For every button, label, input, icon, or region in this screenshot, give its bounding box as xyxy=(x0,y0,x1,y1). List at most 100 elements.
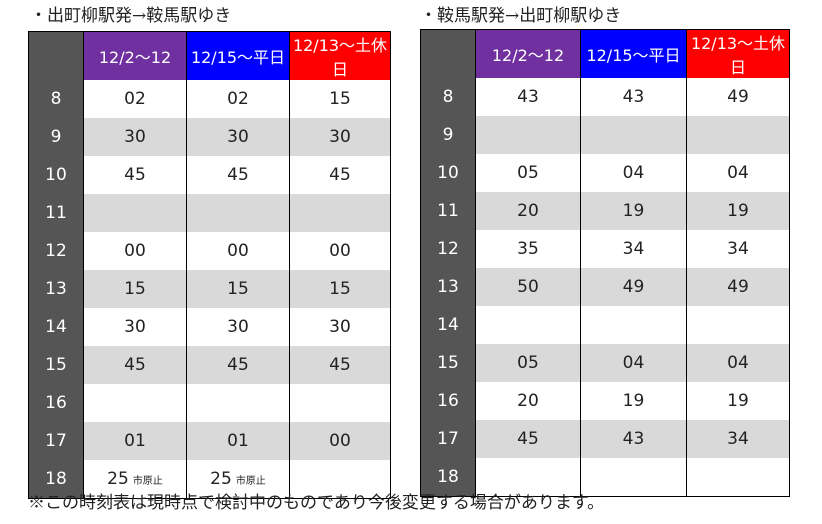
minute-cell: 19 xyxy=(686,382,790,420)
minute-cell: 43 xyxy=(475,78,581,116)
minute-value: 19 xyxy=(622,391,645,411)
minute-cell: 15 xyxy=(83,270,187,308)
minute-cell: 15 xyxy=(289,80,391,118)
right-table-title: ・鞍馬駅発→出町柳駅ゆき xyxy=(420,6,622,26)
minute-value: 35 xyxy=(517,239,539,259)
table-row: 12 00 00 00 xyxy=(28,232,391,270)
minute-cell xyxy=(83,194,187,232)
hour-header xyxy=(28,31,84,80)
minute-cell: 49 xyxy=(686,268,790,306)
minute-cell: 30 xyxy=(289,118,391,156)
minute-cell xyxy=(580,116,687,154)
hour-cell: 11 xyxy=(28,194,84,232)
minute-value: 02 xyxy=(227,89,249,109)
minute-cell: 45 xyxy=(289,156,391,194)
minute-cell: 20 xyxy=(475,382,581,420)
table-row: 17 45 43 34 xyxy=(420,420,790,458)
minute-value: 34 xyxy=(622,239,645,259)
minute-cell xyxy=(475,116,581,154)
minute-cell xyxy=(289,194,391,232)
table-row: 15 05 04 04 xyxy=(420,344,790,382)
hour-cell: 10 xyxy=(420,154,476,192)
short-turn-note: 市原止 xyxy=(132,476,163,487)
minute-value: 30 xyxy=(227,127,249,147)
minute-value: 04 xyxy=(727,353,749,373)
minute-value: 05 xyxy=(517,353,539,373)
minute-cell: 02 xyxy=(186,80,290,118)
hour-cell: 12 xyxy=(420,230,476,268)
hour-cell: 8 xyxy=(420,78,476,116)
table-row: 12 35 34 34 xyxy=(420,230,790,268)
minute-value: 43 xyxy=(622,87,645,107)
minute-value: 34 xyxy=(727,239,749,259)
minute-value: 49 xyxy=(622,277,645,297)
minute-cell: 34 xyxy=(686,230,790,268)
hour-cell: 16 xyxy=(420,382,476,420)
footnote: ※この時刻表は現時点で検討中のものであり今後変更する場合があります。 xyxy=(28,493,605,513)
hour-cell: 15 xyxy=(420,344,476,382)
hour-cell: 9 xyxy=(28,118,84,156)
minute-value: 30 xyxy=(329,127,351,147)
minute-cell: 30 xyxy=(289,308,391,346)
hour-cell: 14 xyxy=(420,306,476,344)
minute-cell xyxy=(289,384,391,422)
minute-cell: 34 xyxy=(686,420,790,458)
minute-cell xyxy=(580,458,687,497)
minute-cell: 49 xyxy=(686,78,790,116)
hour-cell: 14 xyxy=(28,308,84,346)
minute-cell: 04 xyxy=(580,154,687,192)
minute-cell xyxy=(686,458,790,497)
hour-cell: 16 xyxy=(28,384,84,422)
header-row: 12/2～12 12/15～平日 12/13～土休日 xyxy=(28,31,391,80)
minute-cell: 50 xyxy=(475,268,581,306)
table-row: 9 xyxy=(420,116,790,154)
hour-cell: 13 xyxy=(420,268,476,306)
hour-cell: 18 xyxy=(28,460,84,499)
minute-cell xyxy=(686,116,790,154)
minute-value: 00 xyxy=(329,431,351,451)
column-header: 12/2～12 xyxy=(83,31,187,80)
minute-value: 00 xyxy=(329,241,351,261)
minute-value: 15 xyxy=(329,89,351,109)
hour-cell: 18 xyxy=(420,458,476,497)
hour-cell: 17 xyxy=(28,422,84,460)
minute-cell xyxy=(186,384,290,422)
minute-cell: 19 xyxy=(686,192,790,230)
minute-cell xyxy=(289,460,391,499)
minute-cell: 19 xyxy=(580,192,687,230)
minute-value: 30 xyxy=(329,317,351,337)
minute-cell: 19 xyxy=(580,382,687,420)
minute-cell xyxy=(83,384,187,422)
column-header: 12/15～平日 xyxy=(186,31,290,80)
minute-value: 20 xyxy=(517,201,539,221)
minute-value: 04 xyxy=(622,163,645,183)
minute-value: 19 xyxy=(727,391,749,411)
minute-value: 15 xyxy=(329,279,351,299)
minute-value: 49 xyxy=(727,277,749,297)
minute-value: 45 xyxy=(124,165,146,185)
minute-value: 30 xyxy=(227,317,249,337)
minute-cell: 30 xyxy=(186,308,290,346)
minute-cell xyxy=(580,306,687,344)
left-table-title: ・出町柳駅発→鞍馬駅ゆき xyxy=(30,6,232,26)
table-row: 11 xyxy=(28,194,391,232)
minute-cell: 00 xyxy=(289,422,391,460)
minute-cell: 15 xyxy=(289,270,391,308)
table-row: 16 xyxy=(28,384,391,422)
minute-cell: 01 xyxy=(186,422,290,460)
minute-value: 15 xyxy=(227,279,249,299)
minute-value: 45 xyxy=(329,355,351,375)
minute-cell: 04 xyxy=(686,154,790,192)
minute-cell xyxy=(186,194,290,232)
minute-value: 49 xyxy=(727,87,749,107)
table-row: 10 45 45 45 xyxy=(28,156,391,194)
minute-cell: 25 市原止 xyxy=(83,460,187,499)
minute-cell: 15 xyxy=(186,270,290,308)
minute-value: 02 xyxy=(124,89,146,109)
minute-value: 43 xyxy=(517,87,539,107)
minute-value: 15 xyxy=(124,279,146,299)
minute-value: 20 xyxy=(517,391,539,411)
minute-value: 30 xyxy=(124,127,146,147)
table-row: 13 50 49 49 xyxy=(420,268,790,306)
minute-value: 04 xyxy=(622,353,645,373)
